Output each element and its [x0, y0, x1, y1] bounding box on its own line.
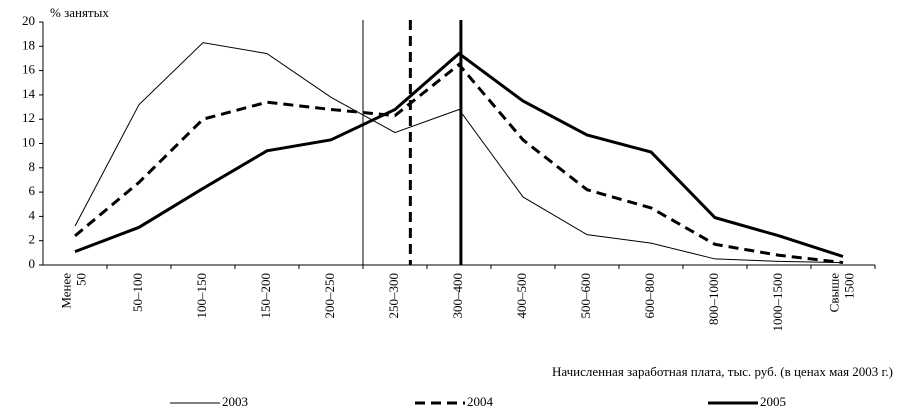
series-line	[74, 51, 844, 258]
x-tick-label: 50–100	[130, 273, 145, 312]
x-tick-label: 200–250	[322, 273, 337, 319]
legend-label: 2004	[467, 394, 494, 409]
x-tick-label: 50	[73, 273, 88, 286]
y-tick-label: 6	[29, 183, 36, 198]
x-tick-label: 400–500	[514, 273, 529, 319]
y-tick-label: 2	[29, 232, 36, 247]
y-tick-label: 0	[29, 256, 36, 271]
x-tick-label: 250–300	[386, 273, 401, 319]
x-tick-label: Менее	[58, 273, 73, 309]
legend-label: 2003	[222, 394, 248, 409]
x-tick-label: 300–400	[450, 273, 465, 319]
y-tick-label: 4	[29, 207, 36, 222]
y-tick-label: 10	[22, 134, 35, 149]
y-tick-label: 20	[22, 13, 35, 28]
x-tick-label: 800–1000	[706, 273, 721, 325]
y-tick-label: 12	[22, 110, 35, 125]
y-tick-label: 16	[22, 62, 36, 77]
y-tick-label: 8	[29, 159, 36, 174]
x-tick-label: Свыше	[826, 273, 841, 313]
x-axis-label: Начисленная заработная плата, тыс. руб. …	[552, 364, 893, 379]
x-tick-label: 500–600	[578, 273, 593, 319]
y-tick-label: 18	[22, 37, 35, 52]
y-axis-label: % занятых	[50, 5, 109, 20]
y-tick-label: 14	[22, 86, 36, 101]
x-tick-label: 150–200	[258, 273, 273, 319]
series-line	[74, 62, 844, 265]
x-tick-label: 100–150	[194, 273, 209, 319]
legend-label: 2005	[760, 394, 786, 409]
x-tick-label: 600–800	[642, 273, 657, 319]
series-line	[74, 42, 844, 264]
x-tick-label: 1000–1500	[770, 273, 785, 332]
x-tick-label: 1500	[841, 273, 856, 299]
